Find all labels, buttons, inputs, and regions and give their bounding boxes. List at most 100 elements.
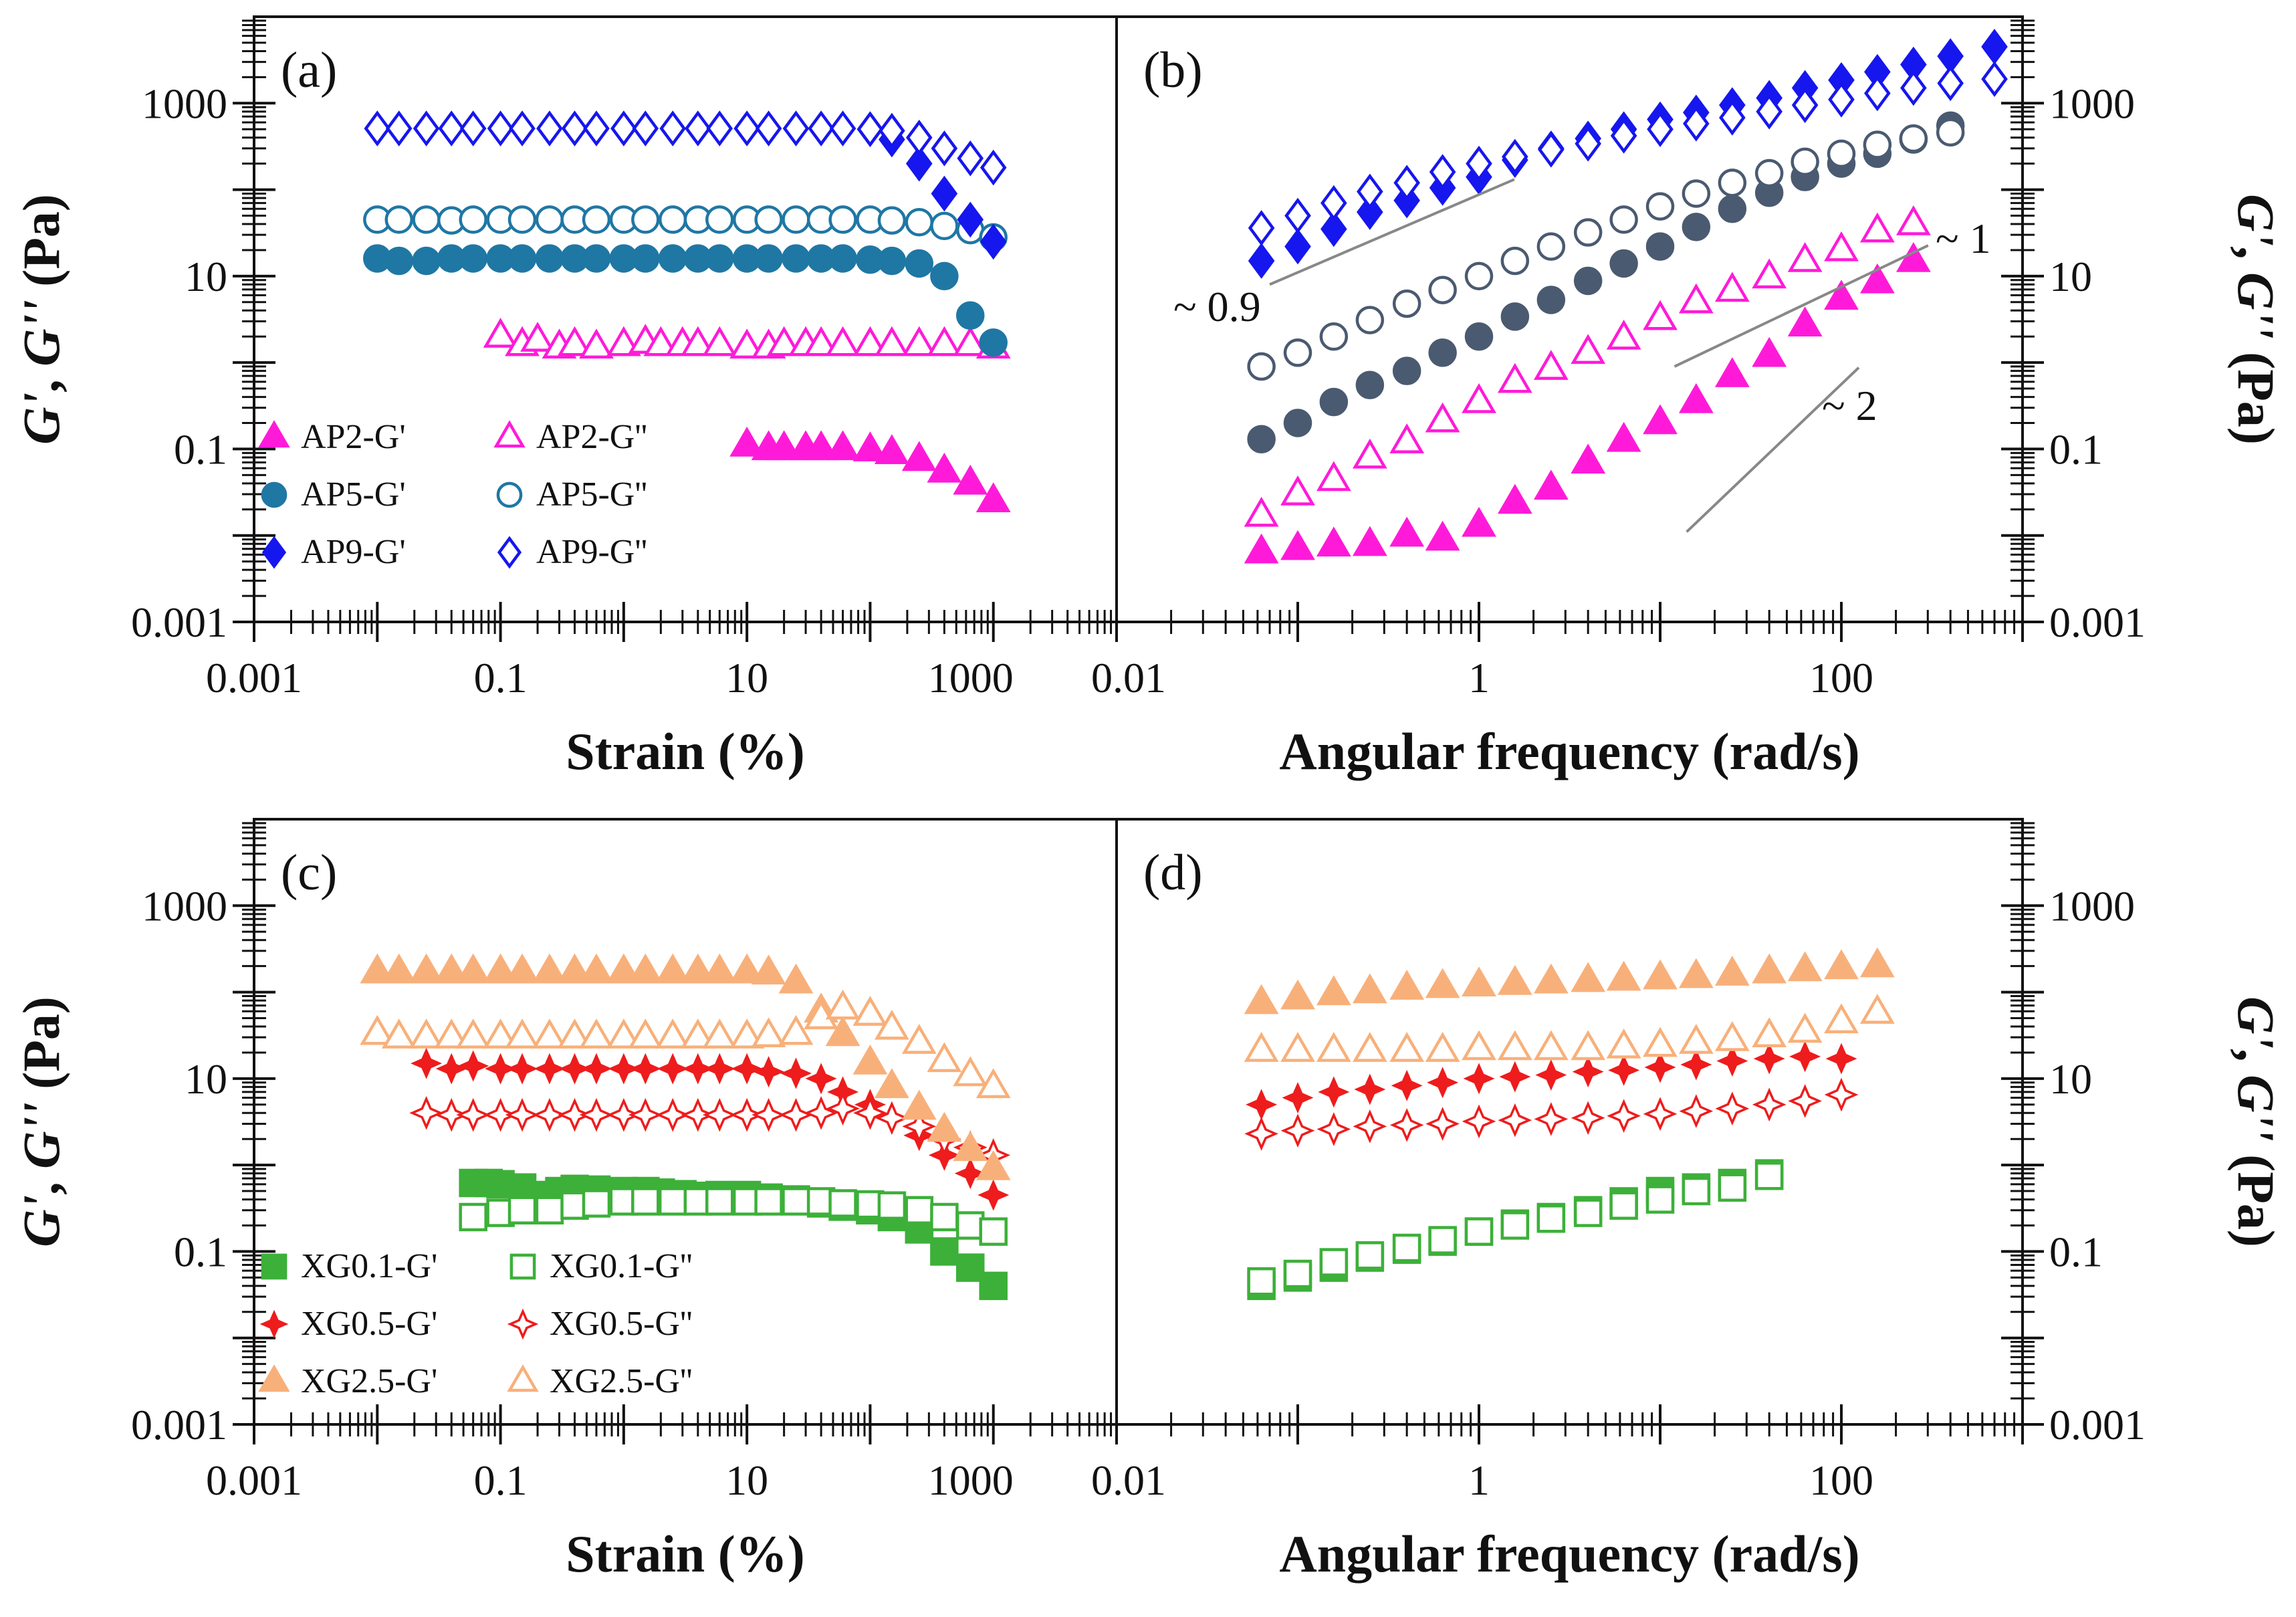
- data-point: [384, 205, 413, 234]
- data-point: [1247, 352, 1276, 381]
- data-point: [1355, 370, 1385, 399]
- data-point: [1787, 1012, 1823, 1043]
- x-axis-label: Angular frequency (rad/s): [1279, 722, 1859, 780]
- data-point: [557, 1018, 592, 1049]
- x-axis-ticks: [253, 1404, 1118, 1444]
- data-point: [1280, 979, 1315, 1010]
- data-point: [957, 201, 984, 238]
- data-point: [1824, 1077, 1859, 1112]
- data-point: [1280, 1113, 1315, 1148]
- data-point: [1756, 94, 1783, 130]
- data-point: [1791, 147, 1819, 177]
- slope-annotation: ~ 2: [1822, 382, 1877, 429]
- data-point: [1466, 145, 1492, 182]
- data-point: [1752, 1017, 1787, 1048]
- series-ap2-g-: [1244, 242, 1931, 564]
- data-point: [1354, 1073, 1386, 1105]
- legend-marker: [258, 420, 290, 448]
- data-point: [1425, 520, 1460, 551]
- data-point: [1824, 949, 1859, 980]
- data-point: [1500, 1211, 1530, 1240]
- data-point: [954, 1158, 986, 1190]
- data-point: [1788, 1084, 1822, 1118]
- data-point: [1678, 958, 1714, 988]
- data-point: [1900, 70, 1927, 106]
- data-point: [852, 1045, 888, 1075]
- series-ap9-g-: [364, 110, 1007, 186]
- data-point: [1353, 1109, 1387, 1144]
- data-point: [1283, 409, 1312, 437]
- data-point: [1718, 195, 1747, 223]
- x-tick-label: 0.01: [1091, 654, 1166, 702]
- data-point: [655, 953, 691, 984]
- series-xg0.5-g-: [1246, 1041, 1857, 1121]
- data-point: [1352, 526, 1387, 556]
- data-point: [685, 110, 711, 146]
- data-point: [825, 1016, 860, 1047]
- data-point: [905, 145, 933, 182]
- data-point: [655, 1097, 690, 1132]
- data-point: [1573, 218, 1603, 247]
- data-point: [975, 1150, 1011, 1180]
- data-point: [1464, 1217, 1494, 1246]
- legend-entry: AP2-G': [301, 418, 406, 456]
- data-point: [1282, 1082, 1314, 1114]
- data-point: [1827, 139, 1856, 169]
- legend-marker: [509, 1253, 536, 1280]
- y-tick-label: 10: [185, 253, 227, 300]
- data-point: [582, 205, 611, 234]
- data-point: [659, 110, 686, 146]
- data-point: [931, 175, 958, 212]
- data-point: [1462, 383, 1496, 413]
- x-tick-label: 100: [1809, 1457, 1873, 1504]
- data-point: [1536, 1204, 1566, 1233]
- data-point: [779, 1097, 813, 1132]
- data-point: [1571, 1030, 1606, 1061]
- data-point: [381, 1018, 417, 1049]
- data-point: [1428, 338, 1457, 367]
- data-point: [1355, 1241, 1385, 1270]
- data-point: [409, 953, 444, 984]
- data-point: [1244, 533, 1279, 564]
- data-point: [434, 1018, 469, 1049]
- data-point: [751, 1017, 786, 1048]
- data-point: [487, 110, 514, 146]
- data-point: [1321, 185, 1347, 221]
- series-xg0.1-g-: [459, 1187, 1008, 1246]
- data-point: [1752, 1087, 1787, 1122]
- data-point: [412, 246, 441, 276]
- x-axis-label: Strain (%): [566, 722, 804, 780]
- data-point: [975, 482, 1011, 512]
- data-point: [829, 110, 856, 146]
- x-axis-label: Strain (%): [566, 1525, 804, 1583]
- data-point: [1714, 357, 1750, 387]
- data-point: [927, 1042, 962, 1073]
- data-point: [1645, 1185, 1675, 1214]
- data-point: [1606, 320, 1641, 350]
- data-point: [979, 1271, 1008, 1301]
- data-point: [606, 326, 641, 356]
- data-point: [1678, 383, 1714, 413]
- data-point: [1714, 272, 1750, 302]
- data-point: [1645, 232, 1675, 261]
- data-point: [979, 1217, 1008, 1246]
- data-point: [1535, 1059, 1567, 1091]
- data-point: [1754, 1162, 1784, 1190]
- data-point: [852, 996, 888, 1026]
- data-point: [751, 954, 786, 985]
- legend-marker: [261, 536, 287, 569]
- x-tick-label: 0.1: [474, 654, 528, 702]
- data-point: [582, 244, 611, 273]
- data-point: [1719, 100, 1746, 136]
- data-point: [1316, 1112, 1351, 1146]
- series-xg0.1-g-: [1247, 1162, 1784, 1296]
- data-point: [1284, 197, 1311, 234]
- data-point: [930, 1237, 959, 1266]
- data-point: [729, 328, 765, 359]
- x-tick-label: 0.001: [206, 654, 302, 702]
- data-point: [385, 110, 413, 146]
- y-axis-label-part: ,: [2227, 246, 2285, 272]
- data-point: [1606, 960, 1641, 991]
- data-point: [1352, 438, 1387, 469]
- data-point: [905, 249, 934, 278]
